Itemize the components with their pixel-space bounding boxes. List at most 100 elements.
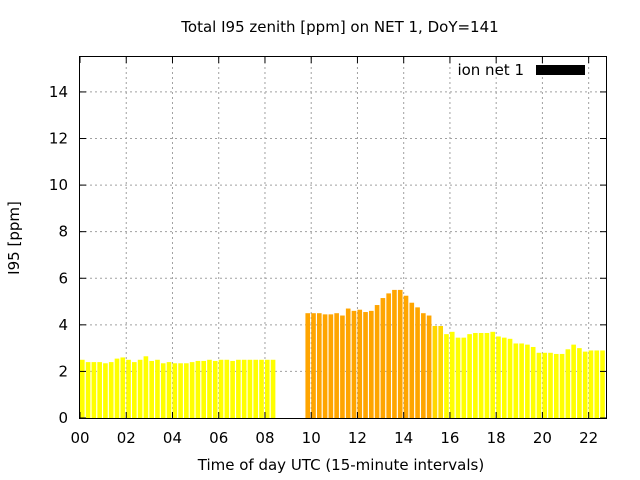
bar (201, 360, 207, 418)
bar (155, 359, 160, 418)
bar (80, 359, 85, 418)
bar (588, 350, 594, 418)
bar (392, 289, 397, 418)
x-tick-label: 20 (533, 429, 552, 447)
bar (230, 360, 235, 418)
bar (473, 332, 478, 418)
bar (432, 326, 438, 418)
y-tick-label: 14 (49, 83, 68, 101)
bar (189, 362, 195, 418)
bar (322, 314, 328, 418)
bar (397, 289, 403, 418)
bar (160, 363, 166, 418)
bar (369, 310, 374, 418)
y-tick-label: 4 (58, 316, 68, 334)
bar (386, 293, 391, 418)
bar (328, 314, 334, 418)
bar (559, 353, 565, 418)
x-tick-label: 08 (255, 429, 274, 447)
bar (374, 305, 380, 418)
plot-frame (79, 56, 607, 419)
y-tick-label: 0 (58, 409, 68, 427)
bar (478, 332, 484, 418)
bar (501, 337, 507, 418)
x-tick-labels: 00 02 04 06 08 10 12 14 16 18 20 22 (70, 429, 598, 447)
bar (345, 308, 351, 418)
x-tick-label: 06 (209, 429, 228, 447)
bar (311, 313, 316, 418)
x-axis-label: Time of day UTC (15-minute intervals) (197, 456, 484, 474)
bar (530, 346, 536, 418)
y-axis-label: I95 [ppm] (5, 201, 23, 275)
bar (305, 313, 311, 418)
bar (241, 359, 247, 418)
bar (519, 343, 524, 418)
bar (461, 337, 467, 418)
bar (316, 313, 322, 418)
bar (120, 357, 126, 418)
x-tick-label: 00 (70, 429, 89, 447)
bar (421, 313, 426, 418)
bar (172, 363, 178, 418)
bar (259, 359, 264, 418)
x-tick-label: 22 (579, 429, 598, 447)
bar (340, 315, 345, 418)
bar (85, 362, 91, 418)
bar (184, 363, 189, 418)
bar (224, 359, 230, 418)
bar (380, 298, 386, 418)
bar (577, 348, 582, 418)
x-tick-label: 12 (348, 429, 367, 447)
bar (357, 309, 363, 418)
bar (525, 344, 530, 418)
bar (178, 363, 183, 418)
y-tick-label: 6 (58, 269, 68, 287)
x-tick-label: 18 (487, 429, 506, 447)
y-tick-label: 2 (58, 362, 68, 380)
bar (553, 353, 559, 418)
chart-title: Total I95 zenith [ppm] on NET 1, DoY=141 (180, 18, 498, 36)
bar (114, 358, 120, 418)
y-tick-label: 8 (58, 223, 68, 241)
x-tick-label: 14 (394, 429, 413, 447)
bar (490, 331, 496, 418)
bar (97, 362, 102, 418)
bar (103, 363, 108, 418)
bar (132, 362, 137, 418)
bar (126, 359, 131, 418)
bar (253, 359, 259, 418)
bar (600, 350, 605, 418)
x-tick-label: 02 (117, 429, 136, 447)
bar-series (80, 289, 605, 418)
x-tick-label: 04 (163, 429, 182, 447)
bar (218, 359, 224, 418)
bar (166, 362, 172, 418)
bar (582, 351, 588, 418)
legend-label: ion net 1 (457, 61, 524, 79)
axis-ticks (79, 57, 606, 419)
bar (149, 360, 154, 418)
bar (236, 359, 241, 418)
bar (334, 313, 339, 418)
bar (455, 337, 461, 418)
bar (438, 326, 443, 418)
bar (264, 359, 270, 418)
legend: ion net 1 (457, 61, 585, 79)
bar (409, 302, 415, 418)
bar (565, 349, 571, 418)
bar (542, 352, 548, 418)
bar (449, 331, 455, 418)
bar (137, 359, 143, 418)
bar (363, 312, 368, 418)
y-tick-labels: 0 2 4 6 8 10 12 14 (49, 83, 68, 427)
bar (426, 315, 432, 418)
bar (212, 360, 218, 418)
bar (351, 310, 357, 418)
bar (496, 336, 501, 418)
bar (270, 359, 276, 418)
bar (507, 338, 513, 418)
bar (536, 352, 542, 418)
bar (548, 352, 553, 418)
bar (467, 334, 472, 418)
